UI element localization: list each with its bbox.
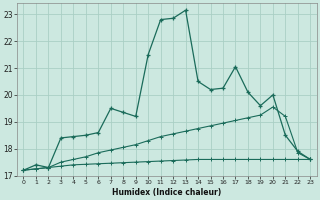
X-axis label: Humidex (Indice chaleur): Humidex (Indice chaleur) [112,188,221,197]
